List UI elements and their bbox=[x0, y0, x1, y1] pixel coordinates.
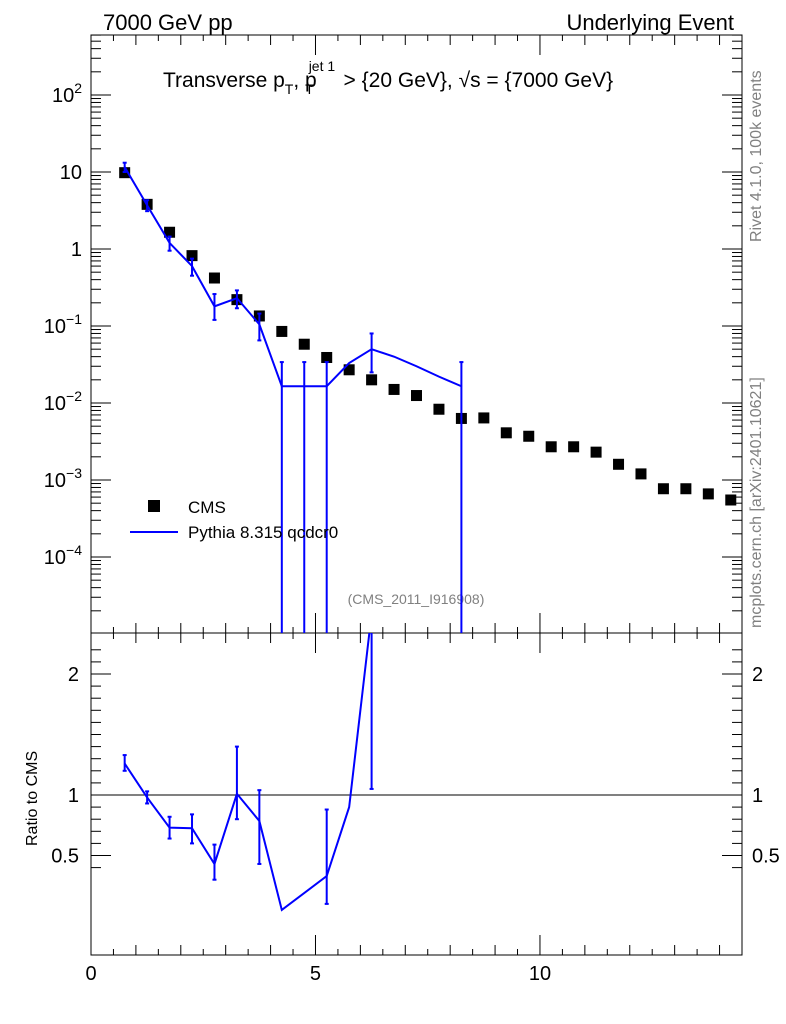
cms-data-point bbox=[186, 250, 198, 262]
cms-data-point bbox=[500, 427, 512, 439]
x-tick-label: 0 bbox=[85, 963, 96, 985]
ratio-y-tick-label: 0.5 bbox=[51, 846, 79, 868]
cms-data-point bbox=[208, 272, 220, 284]
ratio-y-tick-label-right: 0.5 bbox=[752, 846, 780, 868]
cms-data-point bbox=[478, 412, 490, 424]
legend-cms-marker bbox=[148, 500, 160, 512]
mcplots-label: mcplots.cern.ch [arXiv:2401.10621] bbox=[748, 377, 765, 628]
x-tick-label: 5 bbox=[310, 963, 321, 985]
legend-mc-label: Pythia 8.315 qcdcr0 bbox=[188, 523, 338, 542]
y-tick-label: 10−3 bbox=[44, 465, 82, 492]
y-tick-label: 10−2 bbox=[44, 388, 82, 415]
pythia-line bbox=[123, 166, 462, 388]
cms-data-point bbox=[657, 483, 669, 495]
y-tick-label: 10−4 bbox=[44, 542, 82, 569]
y-tick-label: 1 bbox=[71, 239, 82, 261]
cms-data-point bbox=[725, 494, 737, 506]
legend-cms-label: CMS bbox=[188, 498, 226, 517]
cms-data-series bbox=[119, 167, 737, 506]
cms-data-point bbox=[298, 338, 310, 350]
cms-data-point bbox=[321, 351, 333, 363]
cms-data-point bbox=[276, 325, 288, 337]
ratio-axis-ticks: 0 5 10 0.5 0.5 1 1 2 2 bbox=[51, 633, 780, 985]
y-tick-label: 10−1 bbox=[44, 311, 82, 338]
cms-data-point bbox=[702, 488, 714, 500]
ratio-y-tick-label-right: 2 bbox=[752, 664, 763, 686]
cms-data-point bbox=[680, 483, 692, 495]
pythia-mc-series bbox=[122, 161, 464, 633]
ratio-series bbox=[122, 633, 374, 912]
cms-data-point bbox=[433, 403, 445, 415]
x-tick-label: 10 bbox=[529, 963, 551, 985]
main-plot-frame bbox=[90, 34, 743, 634]
cms-data-point bbox=[635, 468, 647, 480]
cms-data-point bbox=[343, 364, 355, 376]
cms-data-point bbox=[545, 441, 557, 453]
ratio-line bbox=[123, 633, 371, 912]
cms-data-point bbox=[164, 226, 176, 238]
analysis-watermark: (CMS_2011_I916908) bbox=[348, 591, 485, 607]
ratio-y-tick-label-right: 1 bbox=[752, 785, 763, 807]
header-right: Underlying Event bbox=[566, 10, 734, 35]
ratio-y-tick-label: 2 bbox=[68, 664, 79, 686]
rivet-label: Rivet 4.1.0, 100k events bbox=[748, 70, 765, 242]
cms-data-point bbox=[568, 441, 580, 453]
y-tick-label: 102 bbox=[52, 80, 82, 107]
ratio-plot-frame bbox=[90, 632, 743, 956]
cms-data-point bbox=[388, 383, 400, 395]
cms-data-point bbox=[366, 374, 378, 386]
ratio-y-tick-label: 1 bbox=[68, 785, 79, 807]
y-tick-label: 10 bbox=[60, 162, 82, 184]
main-axis-ticks: 10−4 10−3 10−2 10−1 1 10 102 bbox=[44, 34, 743, 633]
header-left: 7000 GeV pp bbox=[103, 10, 233, 35]
cms-data-point bbox=[613, 458, 625, 470]
ratio-ylabel: Ratio to CMS bbox=[24, 751, 41, 846]
cms-data-point bbox=[523, 430, 535, 442]
cms-data-point bbox=[590, 446, 602, 458]
cms-data-point bbox=[411, 390, 422, 402]
